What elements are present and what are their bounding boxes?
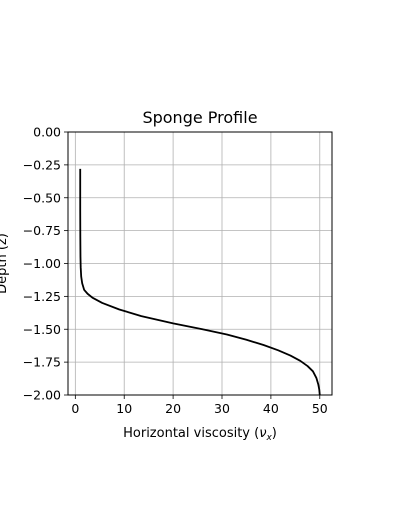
plot-series: [79, 168, 321, 396]
y-tick-label: −2.00: [23, 388, 61, 403]
x-tick-label: 10: [116, 401, 132, 416]
chart-title: Sponge Profile: [142, 108, 257, 127]
y-tick-label: −0.25: [23, 157, 61, 172]
x-tick-label: 30: [214, 401, 230, 416]
x-axis-label-subscript: x: [265, 433, 272, 443]
y-tick-label: −1.50: [23, 322, 61, 337]
y-tick-label: 0.00: [33, 125, 61, 140]
x-tick-label: 50: [312, 401, 328, 416]
y-tick-label: −0.50: [23, 190, 61, 205]
x-axis-label-symbol: ν: [259, 426, 266, 441]
y-tick-label: −1.00: [23, 256, 61, 271]
y-tick-label: −0.75: [23, 223, 61, 238]
y-axis-ticks: 0.00 −0.25 −0.50 −0.75 −1.00 −1.25 −1.50 −1.75 −…: [23, 125, 68, 403]
y-axis-label: Depth (z): [0, 233, 10, 294]
x-tick-label: 40: [263, 401, 279, 416]
x-axis-ticks: 0 10 20 30 40 50: [71, 395, 328, 416]
x-axis-label-main: Horizontal viscosity (: [123, 426, 259, 441]
y-tick-label: −1.75: [23, 355, 61, 370]
x-axis-label-close: ): [272, 426, 277, 441]
x-tick-label: 20: [165, 401, 181, 416]
x-axis-label: Horizontal viscosity (νx): [123, 426, 277, 443]
x-tick-label: 0: [71, 401, 79, 416]
y-tick-label: −1.25: [23, 289, 61, 304]
series-line: [79, 168, 321, 396]
